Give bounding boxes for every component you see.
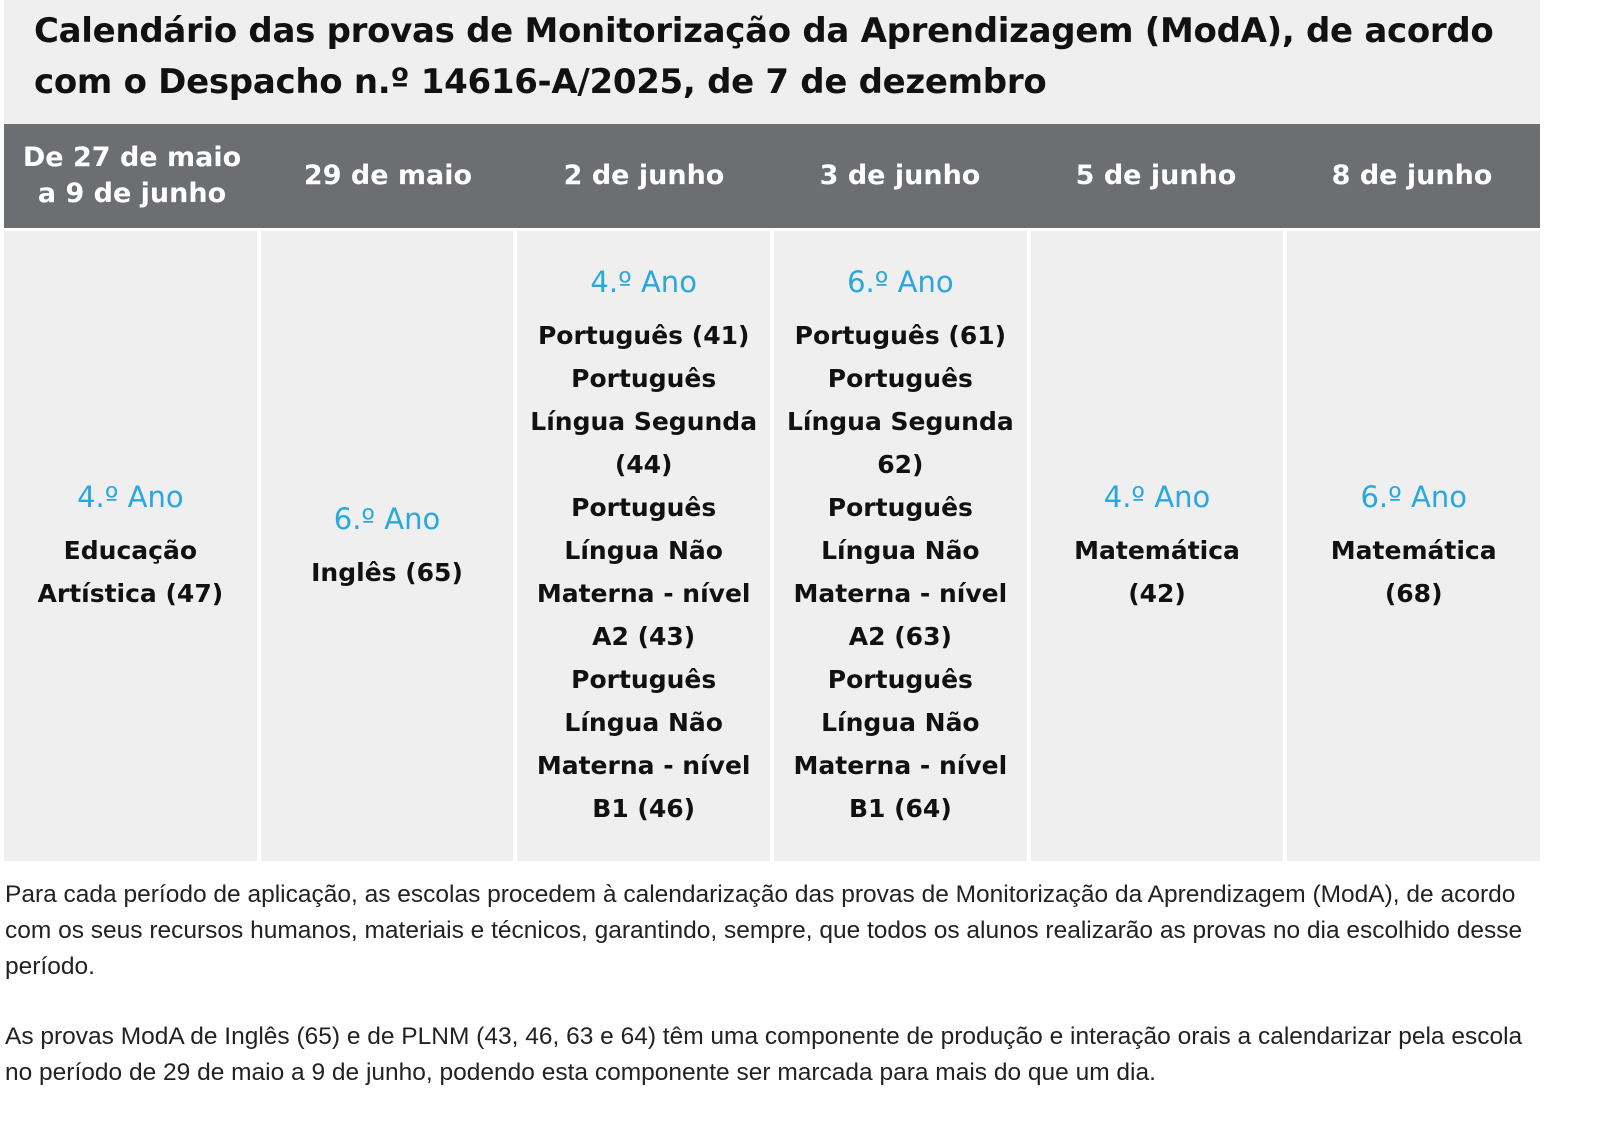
body-cell-4: 6.º Ano Português (61) Português Língua … — [774, 231, 1027, 861]
year-label: 4.º Ano — [77, 480, 184, 514]
subject-line: Português — [827, 364, 973, 393]
body-cell-2: 6.º Ano Inglês (65) — [260, 231, 514, 861]
body-cell-6: 6.º Ano Matemática (68) — [1287, 231, 1541, 861]
subject-line: Inglês (65) — [311, 557, 463, 587]
table-header-row: De 27 de maio a 9 de junho 29 de maio 2 … — [4, 124, 1540, 228]
subject-line: A2 (43) — [592, 622, 696, 651]
title-box: Calendário das provas de Monitorização d… — [4, 0, 1540, 124]
year-label: 4.º Ano — [590, 265, 697, 299]
header-date: 3 de junho — [819, 160, 981, 191]
subject-line: Português (41) — [537, 321, 750, 350]
subject-line: Matemática (42) — [1074, 536, 1240, 608]
subject-list: Português (41) Português Língua Segunda … — [518, 314, 769, 830]
header-cell-3: 2 de junho — [516, 124, 772, 228]
subject-line: Português — [571, 364, 717, 393]
body-cell-5: 4.º Ano Matemática (42) — [1030, 231, 1284, 861]
subject-line: B1 (46) — [592, 794, 696, 823]
subject-line: Materna - nível — [536, 579, 751, 608]
subject-line: Português — [827, 493, 973, 522]
subject-line: A2 (63) — [848, 622, 952, 651]
subject-line: Português (61) — [794, 321, 1007, 350]
subject-line: Português — [827, 665, 973, 694]
header-date: 29 de maio — [303, 160, 473, 191]
subject-list: Matemática (42) — [1031, 529, 1284, 615]
header-date: 8 de junho — [1331, 160, 1493, 191]
subject-line: Materna - nível — [793, 751, 1008, 780]
footnote-paragraph: Para cada período de aplicação, as escol… — [5, 881, 1523, 980]
footnote-paragraph: As provas ModA de Inglês (65) e de PLNM … — [5, 1023, 1523, 1086]
year-label: 6.º Ano — [847, 265, 954, 299]
subject-line: Português — [571, 665, 717, 694]
year-label: 6.º Ano — [333, 501, 441, 536]
subject-list: Educação Artística (47) — [26, 529, 236, 615]
table-body-row: 4.º Ano Educação Artística (47) 6.º Ano … — [4, 231, 1541, 861]
page-title: Calendário das provas de Monitorização d… — [34, 11, 1494, 102]
header-date-line2: a 9 de junho — [37, 178, 227, 209]
year-label: 4.º Ano — [1103, 480, 1211, 514]
header-cell-6: 8 de junho — [1284, 124, 1540, 228]
subject-line: Materna - nível — [536, 751, 751, 780]
subject-list: Português (61) Português Língua Segunda … — [775, 314, 1026, 830]
subject-line: B1 (64) — [848, 794, 952, 823]
subject-line: Educação — [63, 536, 197, 565]
header-cell-5: 5 de junho — [1028, 124, 1284, 228]
header-cell-1: De 27 de maio a 9 de junho — [4, 124, 260, 228]
subject-line: Materna - nível — [793, 579, 1008, 608]
subject-line: (44) — [614, 450, 673, 479]
footnotes: Para cada período de aplicação, as escol… — [5, 877, 1540, 1125]
subject-line: Português — [571, 493, 717, 522]
subject-line: 62) — [877, 450, 924, 479]
body-cell-1: 4.º Ano Educação Artística (47) — [4, 231, 257, 861]
subject-line: Língua Segunda — [530, 407, 758, 436]
subject-line: Artística (47) — [37, 579, 224, 608]
header-cell-2: 29 de maio — [260, 124, 516, 228]
subject-line: Língua Não — [564, 708, 723, 737]
header-date: 2 de junho — [563, 160, 725, 191]
subject-line: Língua Segunda — [786, 407, 1014, 436]
subject-list: Inglês (65) — [299, 551, 475, 594]
subject-line: Língua Não — [564, 536, 723, 565]
subject-list: Matemática (68) — [1287, 529, 1540, 615]
body-cell-3: 4.º Ano Português (41) Português Língua … — [517, 231, 771, 861]
header-date: 5 de junho — [1075, 160, 1237, 191]
subject-line: Língua Não — [821, 708, 980, 737]
header-cell-4: 3 de junho — [772, 124, 1028, 228]
year-label: 6.º Ano — [1360, 480, 1467, 514]
header-date-line1: De 27 de maio — [22, 142, 242, 173]
subject-line: Matemática (68) — [1330, 536, 1497, 608]
subject-line: Língua Não — [821, 536, 980, 565]
